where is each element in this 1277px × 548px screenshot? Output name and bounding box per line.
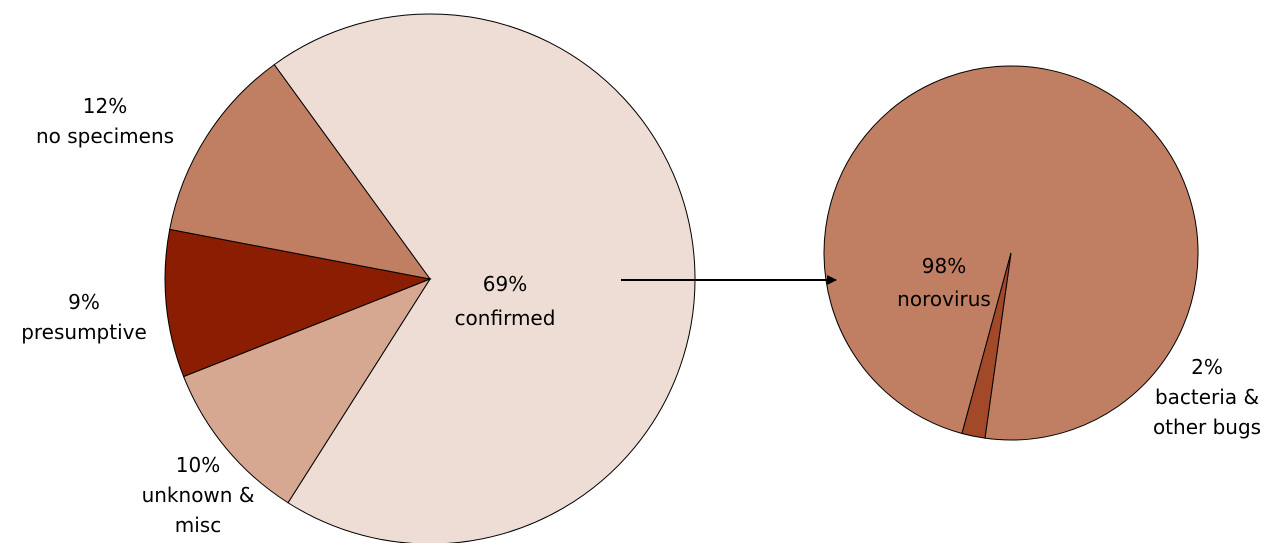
slice-percent-label: 2% bbox=[1191, 355, 1223, 379]
label-no-specimens: 12% no specimens bbox=[36, 94, 174, 148]
slice-category-label: no specimens bbox=[36, 124, 174, 148]
pie1-slice-no-specimens bbox=[169, 63, 432, 280]
pie-chart-confirmed-detail bbox=[823, 65, 1199, 441]
slice-percent-label: 12% bbox=[83, 94, 127, 118]
slice-category-label: unknown & bbox=[142, 483, 255, 507]
slice-labels: 69% confirmed 12% no specimens 9% presumptive… bbox=[21, 94, 1261, 537]
label-confirmed: 69% confirmed bbox=[455, 272, 556, 330]
slice-category-label: confirmed bbox=[455, 306, 556, 330]
slice-percent-label: 98% bbox=[922, 254, 966, 278]
pie-chart-breakdown bbox=[164, 13, 696, 545]
slice-percent-label: 9% bbox=[68, 290, 100, 314]
label-presumptive: 9% presumptive bbox=[21, 290, 147, 344]
slice-percent-label: 69% bbox=[483, 272, 527, 296]
slice-category-label: norovirus bbox=[897, 287, 991, 311]
slice-percent-label: 10% bbox=[176, 453, 220, 477]
pie1-slice-unknown-misc bbox=[182, 277, 432, 504]
slice-category-label: bacteria & bbox=[1155, 385, 1259, 409]
pie1-slice-presumptive bbox=[164, 228, 432, 378]
label-bacteria-other: 2% bacteria & other bugs bbox=[1153, 355, 1261, 439]
slice-category-label: misc bbox=[175, 513, 221, 537]
slice-category-label: other bugs bbox=[1153, 415, 1261, 439]
pie2-slice-bacteria-other bbox=[961, 252, 1012, 439]
slice-category-label: presumptive bbox=[21, 320, 147, 344]
label-norovirus: 98% norovirus bbox=[897, 254, 991, 311]
label-unknown-misc: 10% unknown & misc bbox=[142, 453, 255, 537]
